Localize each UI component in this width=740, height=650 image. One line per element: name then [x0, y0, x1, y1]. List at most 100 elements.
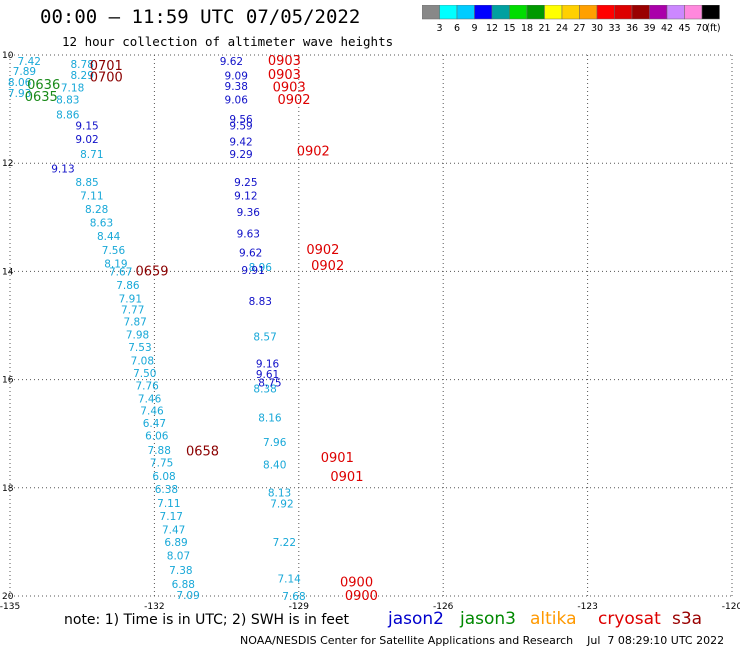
swh-value-label: 9.59: [229, 120, 252, 132]
legend-label: 33: [608, 23, 620, 34]
swh-value-label: 7.92: [270, 498, 293, 510]
pass-time-label: 0701: [90, 59, 123, 74]
pass-time-label: 0658: [186, 445, 219, 460]
credit-line: NOAA/NESDIS Center for Satellite Applica…: [240, 634, 725, 647]
swh-value-label: 7.08: [131, 356, 154, 368]
legend-label: 27: [573, 23, 585, 34]
swh-value-label: 7.38: [169, 565, 192, 577]
pass-time-label: 0902: [311, 259, 344, 274]
swh-value-label: 7.50: [133, 368, 156, 380]
swh-value-label: 7.11: [157, 498, 180, 510]
y-tick-label: 10: [2, 51, 14, 61]
swh-value-label: 7.68: [282, 591, 305, 603]
y-tick-label: 18: [2, 484, 14, 494]
swh-value-label: 6.47: [143, 418, 166, 430]
pass-time-label: 0635: [25, 90, 58, 105]
swh-value-label: 6.89: [164, 537, 187, 549]
swh-value-label: 9.15: [75, 120, 98, 132]
wave-height-map: -135 -132 -129 -126 -123 -120 10 12 14 16 18 20 7.4…: [0, 51, 740, 610]
y-tick-label: 20: [2, 592, 14, 602]
swh-value-label: 8.16: [258, 412, 282, 424]
swh-value-label: 8.86: [56, 110, 80, 122]
swh-value-label: 8.63: [90, 218, 113, 230]
swh-value-label: 7.11: [80, 191, 103, 203]
swh-value-label: 8.57: [253, 331, 276, 343]
swh-value-label: 9.13: [51, 164, 74, 176]
swh-value-label: 8.78: [71, 59, 94, 71]
swh-value-label: 9.12: [234, 191, 257, 203]
satellite-s3a: s3a: [672, 609, 703, 629]
y-tick-label: 12: [2, 159, 13, 169]
x-tick-label: -132: [144, 602, 164, 610]
pass-time-label: 0902: [306, 243, 339, 258]
pass-time-label: 0903: [268, 54, 301, 69]
swh-value-label: 9.25: [234, 177, 257, 189]
swh-value-label: 9.29: [229, 149, 252, 161]
swh-value-label: 8.83: [56, 94, 79, 106]
legend-swatch: [701, 5, 720, 20]
swh-value-label: 8.19: [104, 258, 127, 270]
legend-label: 45: [678, 23, 690, 34]
pass-time-label: 0700: [90, 71, 123, 86]
swh-value-label: 9.38: [225, 81, 248, 93]
swh-value-label: 8.96: [249, 262, 273, 274]
swh-value-label: 6.06: [145, 430, 169, 442]
legend-label: 3: [436, 23, 442, 34]
legend-label: 9: [471, 23, 477, 34]
swh-value-label: 7.53: [128, 342, 151, 354]
pass-time-label: 0902: [277, 93, 310, 108]
legend-label: 6: [454, 23, 460, 34]
satellite-jason2: jason2: [388, 609, 444, 629]
pass-time-label: 0636: [27, 78, 60, 93]
x-tick-label: -129: [289, 602, 310, 610]
swh-value-label: 9.42: [229, 137, 252, 149]
swh-value-label: 7.98: [126, 330, 149, 342]
x-tick-label: -135: [0, 602, 20, 610]
pass-time-label: 0901: [321, 451, 354, 466]
legend-label: 30: [591, 23, 603, 34]
swh-value-label: 8.13: [268, 488, 291, 500]
footnote: note: 1) Time is in UTC; 2) SWH is in fe…: [64, 612, 350, 628]
swh-value-label: 7.22: [273, 537, 296, 549]
legend-label: 18: [521, 23, 533, 34]
pass-time-label: 0902: [297, 144, 330, 159]
swh-value-label: 7.93: [8, 88, 31, 100]
swh-value-label: 8.71: [80, 149, 103, 161]
pass-time-label: 0900: [345, 589, 378, 604]
swh-value-label: 8.85: [75, 177, 98, 189]
satellite-jason3: jason3: [460, 609, 516, 629]
swh-value-label: 7.91: [119, 293, 142, 305]
legend-label: 21: [538, 23, 550, 34]
legend-label: 24: [556, 23, 568, 34]
swh-value-label: 8.07: [167, 550, 190, 562]
swh-value-label: 7.46: [140, 405, 164, 417]
swh-value-label: 9.06: [225, 94, 249, 106]
legend-label: 36: [626, 23, 638, 34]
swh-value-label: 9.91: [241, 265, 264, 277]
swh-value-label: 7.75: [150, 457, 173, 469]
x-tick-label: -120: [722, 602, 740, 610]
swh-value-label: 7.17: [160, 511, 183, 523]
pass-time-label: 0903: [273, 80, 306, 95]
x-tick-label: -126: [433, 602, 454, 610]
swh-value-label: 8.75: [258, 377, 281, 389]
legend-label: 12: [486, 23, 498, 34]
swh-value-label: 9.09: [225, 71, 248, 83]
legend-label: 15: [503, 23, 515, 34]
swh-value-label: 7.47: [162, 524, 185, 536]
swh-value-label: 9.63: [237, 229, 260, 241]
swh-value-label: 9.62: [220, 56, 243, 68]
pass-time-label: 0659: [135, 264, 168, 279]
swh-value-label: 7.88: [148, 445, 171, 457]
swh-value-label: 7.76: [135, 381, 159, 393]
swh-value-label: 8.44: [97, 231, 121, 243]
swh-value-label: 8.83: [249, 296, 272, 308]
map-subtitle: 12 hour collection of altimeter wave hei…: [62, 34, 394, 49]
swh-value-label: 9.56: [229, 114, 253, 126]
axis-ticks: -135 -132 -129 -126 -123 -120 10 12 14 16 18 20: [0, 51, 740, 610]
swh-value-label: 9.36: [237, 207, 261, 219]
swh-value-label: 8.38: [253, 383, 276, 395]
swh-value-label: 8.40: [263, 460, 286, 472]
swh-value-label: 7.87: [123, 317, 146, 329]
swh-value-label: 6.08: [152, 471, 175, 483]
